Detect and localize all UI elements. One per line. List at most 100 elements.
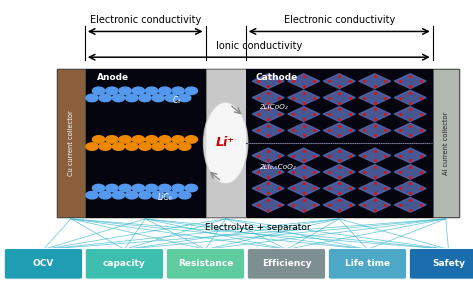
Circle shape: [146, 136, 158, 143]
Polygon shape: [252, 90, 284, 105]
Text: Cu current collector: Cu current collector: [68, 110, 74, 176]
Circle shape: [119, 184, 131, 192]
Circle shape: [185, 184, 198, 192]
Text: C₆: C₆: [172, 96, 181, 105]
Polygon shape: [394, 123, 426, 138]
Polygon shape: [359, 74, 391, 89]
Circle shape: [139, 94, 151, 102]
Text: Safety: Safety: [432, 259, 465, 268]
Polygon shape: [323, 181, 355, 196]
Polygon shape: [323, 197, 355, 212]
Circle shape: [106, 87, 118, 95]
Circle shape: [166, 192, 178, 199]
Polygon shape: [359, 123, 391, 138]
Text: Li⁺: Li⁺: [216, 136, 235, 150]
Polygon shape: [288, 164, 320, 179]
Circle shape: [172, 184, 184, 192]
Polygon shape: [288, 197, 320, 212]
Circle shape: [86, 94, 98, 102]
Polygon shape: [323, 74, 355, 89]
Circle shape: [179, 94, 191, 102]
Bar: [433, 69, 459, 217]
Text: Electronic conductivity: Electronic conductivity: [284, 15, 395, 25]
Polygon shape: [252, 197, 284, 212]
Circle shape: [119, 87, 131, 95]
Polygon shape: [252, 123, 284, 138]
Circle shape: [106, 184, 118, 192]
Circle shape: [158, 136, 171, 143]
Circle shape: [152, 192, 165, 199]
Circle shape: [113, 94, 125, 102]
Text: capacity: capacity: [103, 259, 146, 268]
Polygon shape: [359, 148, 391, 163]
Text: Anode: Anode: [96, 73, 129, 82]
Polygon shape: [323, 107, 355, 122]
Circle shape: [93, 87, 105, 95]
Circle shape: [86, 143, 98, 150]
Circle shape: [146, 87, 158, 95]
Bar: [205, 69, 246, 217]
Circle shape: [132, 136, 145, 143]
Polygon shape: [394, 74, 426, 89]
Text: OCV: OCV: [33, 259, 54, 268]
Text: Electrolyte + separator: Electrolyte + separator: [205, 223, 311, 232]
Circle shape: [146, 184, 158, 192]
Polygon shape: [252, 164, 284, 179]
Circle shape: [158, 87, 171, 95]
Circle shape: [93, 184, 105, 192]
Polygon shape: [359, 90, 391, 105]
FancyBboxPatch shape: [247, 249, 325, 279]
Text: Efficiency: Efficiency: [262, 259, 311, 268]
Circle shape: [139, 143, 151, 150]
Ellipse shape: [203, 102, 248, 184]
Polygon shape: [394, 148, 426, 163]
Polygon shape: [252, 181, 284, 196]
Polygon shape: [323, 164, 355, 179]
Circle shape: [185, 136, 198, 143]
FancyBboxPatch shape: [328, 249, 407, 279]
Polygon shape: [359, 164, 391, 179]
Circle shape: [132, 87, 145, 95]
FancyBboxPatch shape: [4, 249, 83, 279]
Circle shape: [158, 184, 171, 192]
FancyBboxPatch shape: [85, 249, 164, 279]
Circle shape: [179, 192, 191, 199]
Polygon shape: [394, 197, 426, 212]
Polygon shape: [359, 107, 391, 122]
Circle shape: [126, 94, 138, 102]
Circle shape: [126, 192, 138, 199]
Circle shape: [99, 143, 112, 150]
Circle shape: [106, 136, 118, 143]
Text: Cathode: Cathode: [255, 73, 298, 82]
Circle shape: [179, 143, 191, 150]
Polygon shape: [252, 107, 284, 122]
Polygon shape: [323, 123, 355, 138]
Bar: [85, 69, 205, 217]
Text: Ionic conductivity: Ionic conductivity: [216, 41, 302, 51]
Text: Al current collector: Al current collector: [443, 111, 449, 175]
Circle shape: [139, 192, 151, 199]
FancyBboxPatch shape: [409, 249, 473, 279]
Polygon shape: [288, 123, 320, 138]
Polygon shape: [323, 148, 355, 163]
Text: Resistance: Resistance: [178, 259, 233, 268]
Circle shape: [166, 94, 178, 102]
Polygon shape: [288, 90, 320, 105]
Polygon shape: [394, 90, 426, 105]
Circle shape: [119, 136, 131, 143]
Text: 2LiCoO₂: 2LiCoO₂: [260, 104, 289, 110]
Circle shape: [113, 192, 125, 199]
Circle shape: [172, 136, 184, 143]
Polygon shape: [288, 148, 320, 163]
Polygon shape: [252, 148, 284, 163]
Circle shape: [152, 94, 165, 102]
Bar: [57, 69, 85, 217]
Text: Electronic conductivity: Electronic conductivity: [89, 15, 201, 25]
Circle shape: [93, 136, 105, 143]
Polygon shape: [394, 107, 426, 122]
FancyBboxPatch shape: [166, 249, 245, 279]
Text: LiC₆: LiC₆: [158, 193, 173, 202]
Circle shape: [86, 192, 98, 199]
Polygon shape: [359, 197, 391, 212]
Text: Life time: Life time: [345, 259, 390, 268]
